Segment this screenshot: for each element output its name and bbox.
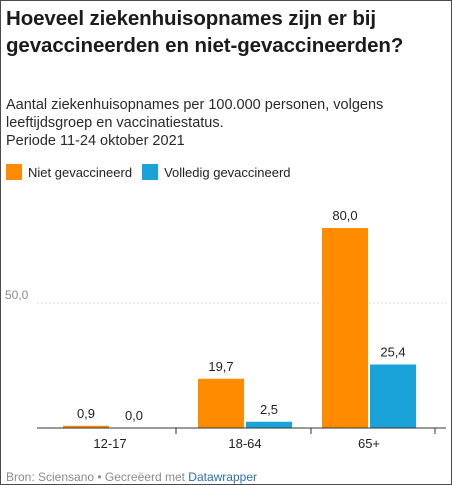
chart-title: Hoeveel ziekenhuisopnames zijn er bij ge… <box>6 7 404 57</box>
bar-not-vaccinated-18-64 <box>198 378 244 428</box>
data-label-not-vaccinated-65+: 80,0 <box>332 208 357 223</box>
legend-swatch-not-vaccinated <box>6 164 22 180</box>
legend-item-not-vaccinated: Niet gevaccineerd <box>6 164 132 180</box>
legend-item-fully-vaccinated: Volledig gevaccineerd <box>142 164 291 180</box>
bar-not-vaccinated-12-17 <box>63 425 109 428</box>
y-tick-label-50: 50,0 <box>5 288 29 302</box>
chart-subtitle: Aantal ziekenhuisopnames per 100.000 per… <box>6 96 446 150</box>
bar-not-vaccinated-65+ <box>322 228 368 428</box>
source-footer: Bron: Sciensano • Gecreëerd met Datawrap… <box>6 470 257 484</box>
legend-label-not-vaccinated: Niet gevaccineerd <box>28 164 133 180</box>
bar-fully-vaccinated-18-64 <box>246 421 292 428</box>
subtitle-description: Aantal ziekenhuisopnames per 100.000 per… <box>6 97 384 131</box>
data-label-fully-vaccinated-18-64: 2,5 <box>260 402 278 417</box>
x-tick-label-65+: 65+ <box>358 436 380 451</box>
x-tick-label-18-64: 18-64 <box>228 436 261 451</box>
data-label-fully-vaccinated-65+: 25,4 <box>380 345 405 360</box>
data-label-not-vaccinated-18-64: 19,7 <box>208 359 233 374</box>
legend-swatch-fully-vaccinated <box>142 164 159 180</box>
x-tick-label-12-17: 12-17 <box>93 436 126 451</box>
data-label-fully-vaccinated-12-17: 0,0 <box>125 408 143 423</box>
legend: Niet gevaccineerd Volledig gevaccineerd <box>6 164 301 180</box>
data-label-not-vaccinated-12-17: 0,9 <box>77 406 95 421</box>
subtitle-period: Periode 11-24 oktober 2021 <box>6 133 185 149</box>
legend-label-fully-vaccinated: Volledig gevaccineerd <box>164 164 291 180</box>
datawrapper-link[interactable]: Datawrapper <box>188 470 257 484</box>
source-text: Bron: Sciensano • Gecreëerd met <box>6 470 189 484</box>
bar-fully-vaccinated-65+ <box>370 364 416 428</box>
